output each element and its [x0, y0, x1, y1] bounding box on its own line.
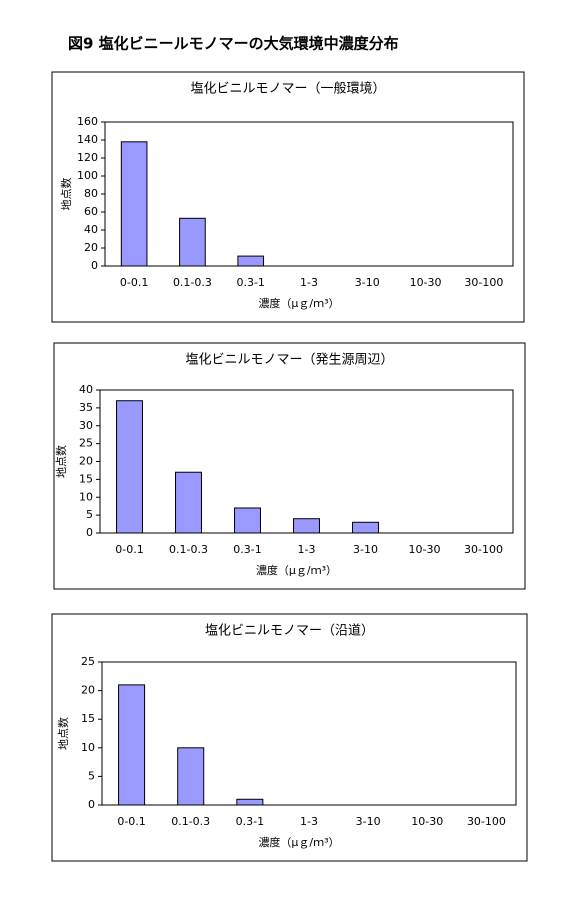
y-tick-label: 140 — [77, 133, 98, 146]
x-tick-label: 0.3-1 — [233, 543, 261, 556]
bar — [175, 471, 202, 534]
y-axis-label: 地点数 — [60, 178, 73, 211]
y-axis-label: 地点数 — [57, 717, 70, 750]
x-tick-label: 0.3-1 — [236, 276, 264, 289]
x-tick-label: 3-10 — [356, 815, 381, 828]
plot-area — [101, 661, 517, 806]
chart-title: 塩化ビニルモノマー（発生源周辺） — [185, 353, 393, 368]
bar — [352, 521, 379, 534]
page-title: 図9 塩化ビニールモノマーの大気環境中濃度分布 — [68, 35, 399, 53]
x-tick-label: 1-3 — [300, 276, 318, 289]
x-tick-label: 3-10 — [355, 276, 380, 289]
y-tick-label: 120 — [77, 151, 98, 164]
y-tick-label: 25 — [81, 655, 95, 668]
bar — [179, 217, 206, 267]
x-tick-label: 0.3-1 — [236, 815, 264, 828]
x-tick-label: 0-0.1 — [120, 276, 148, 289]
x-tick-label: 3-10 — [353, 543, 378, 556]
y-tick-label: 25 — [79, 437, 93, 450]
x-tick-label: 30-100 — [467, 815, 506, 828]
y-tick-label: 30 — [79, 419, 93, 432]
chart-frame — [51, 71, 525, 323]
x-tick-label: 0.1-0.3 — [171, 815, 210, 828]
bar — [236, 798, 264, 806]
x-tick-label: 10-30 — [410, 276, 442, 289]
x-tick-label: 10-30 — [409, 543, 441, 556]
chart-title: 塩化ビニルモノマー（沿道） — [205, 624, 374, 639]
x-tick-label: 0.1-0.3 — [173, 276, 212, 289]
y-tick-label: 40 — [84, 223, 98, 236]
y-tick-label: 40 — [79, 383, 93, 396]
y-tick-label: 5 — [86, 508, 93, 521]
bar — [237, 255, 265, 267]
y-tick-label: 15 — [79, 472, 93, 485]
bar — [116, 400, 143, 534]
x-tick-label: 0.1-0.3 — [169, 543, 208, 556]
y-tick-label: 35 — [79, 401, 93, 414]
bar — [234, 507, 261, 534]
chart-frame — [51, 613, 528, 862]
y-tick-label: 0 — [88, 798, 95, 811]
y-tick-label: 80 — [84, 187, 98, 200]
y-tick-label: 60 — [84, 205, 98, 218]
y-tick-label: 100 — [77, 169, 98, 182]
x-axis-label: 濃度（μｇ/ｍ³） — [258, 296, 339, 310]
y-tick-label: 160 — [77, 115, 98, 128]
plot-area — [104, 121, 514, 267]
x-tick-label: 30-100 — [464, 276, 503, 289]
y-tick-label: 15 — [81, 712, 95, 725]
x-tick-label: 1-3 — [300, 815, 318, 828]
y-tick-label: 5 — [88, 769, 95, 782]
chart-title: 塩化ビニルモノマー（一般環境） — [190, 81, 385, 97]
x-axis-label: 濃度（μｇ/ｍ³） — [256, 563, 337, 577]
y-axis-label: 地点数 — [55, 445, 68, 478]
bar — [118, 684, 146, 806]
bar — [120, 141, 148, 267]
y-tick-label: 20 — [84, 241, 98, 254]
chart-frame — [53, 342, 526, 590]
bar — [177, 747, 205, 806]
x-axis-label: 濃度（μｇ/ｍ³） — [258, 835, 339, 849]
y-tick-label: 0 — [86, 526, 93, 539]
x-tick-label: 1-3 — [298, 543, 316, 556]
y-tick-label: 10 — [81, 741, 95, 754]
x-tick-label: 30-100 — [464, 543, 503, 556]
y-tick-label: 0 — [91, 259, 98, 272]
y-tick-label: 20 — [81, 684, 95, 697]
y-tick-label: 10 — [79, 490, 93, 503]
y-tick-label: 20 — [79, 455, 93, 468]
bar — [293, 518, 320, 534]
x-tick-label: 0-0.1 — [117, 815, 145, 828]
plot-area — [99, 389, 514, 534]
x-tick-label: 0-0.1 — [115, 543, 143, 556]
x-tick-label: 10-30 — [411, 815, 443, 828]
